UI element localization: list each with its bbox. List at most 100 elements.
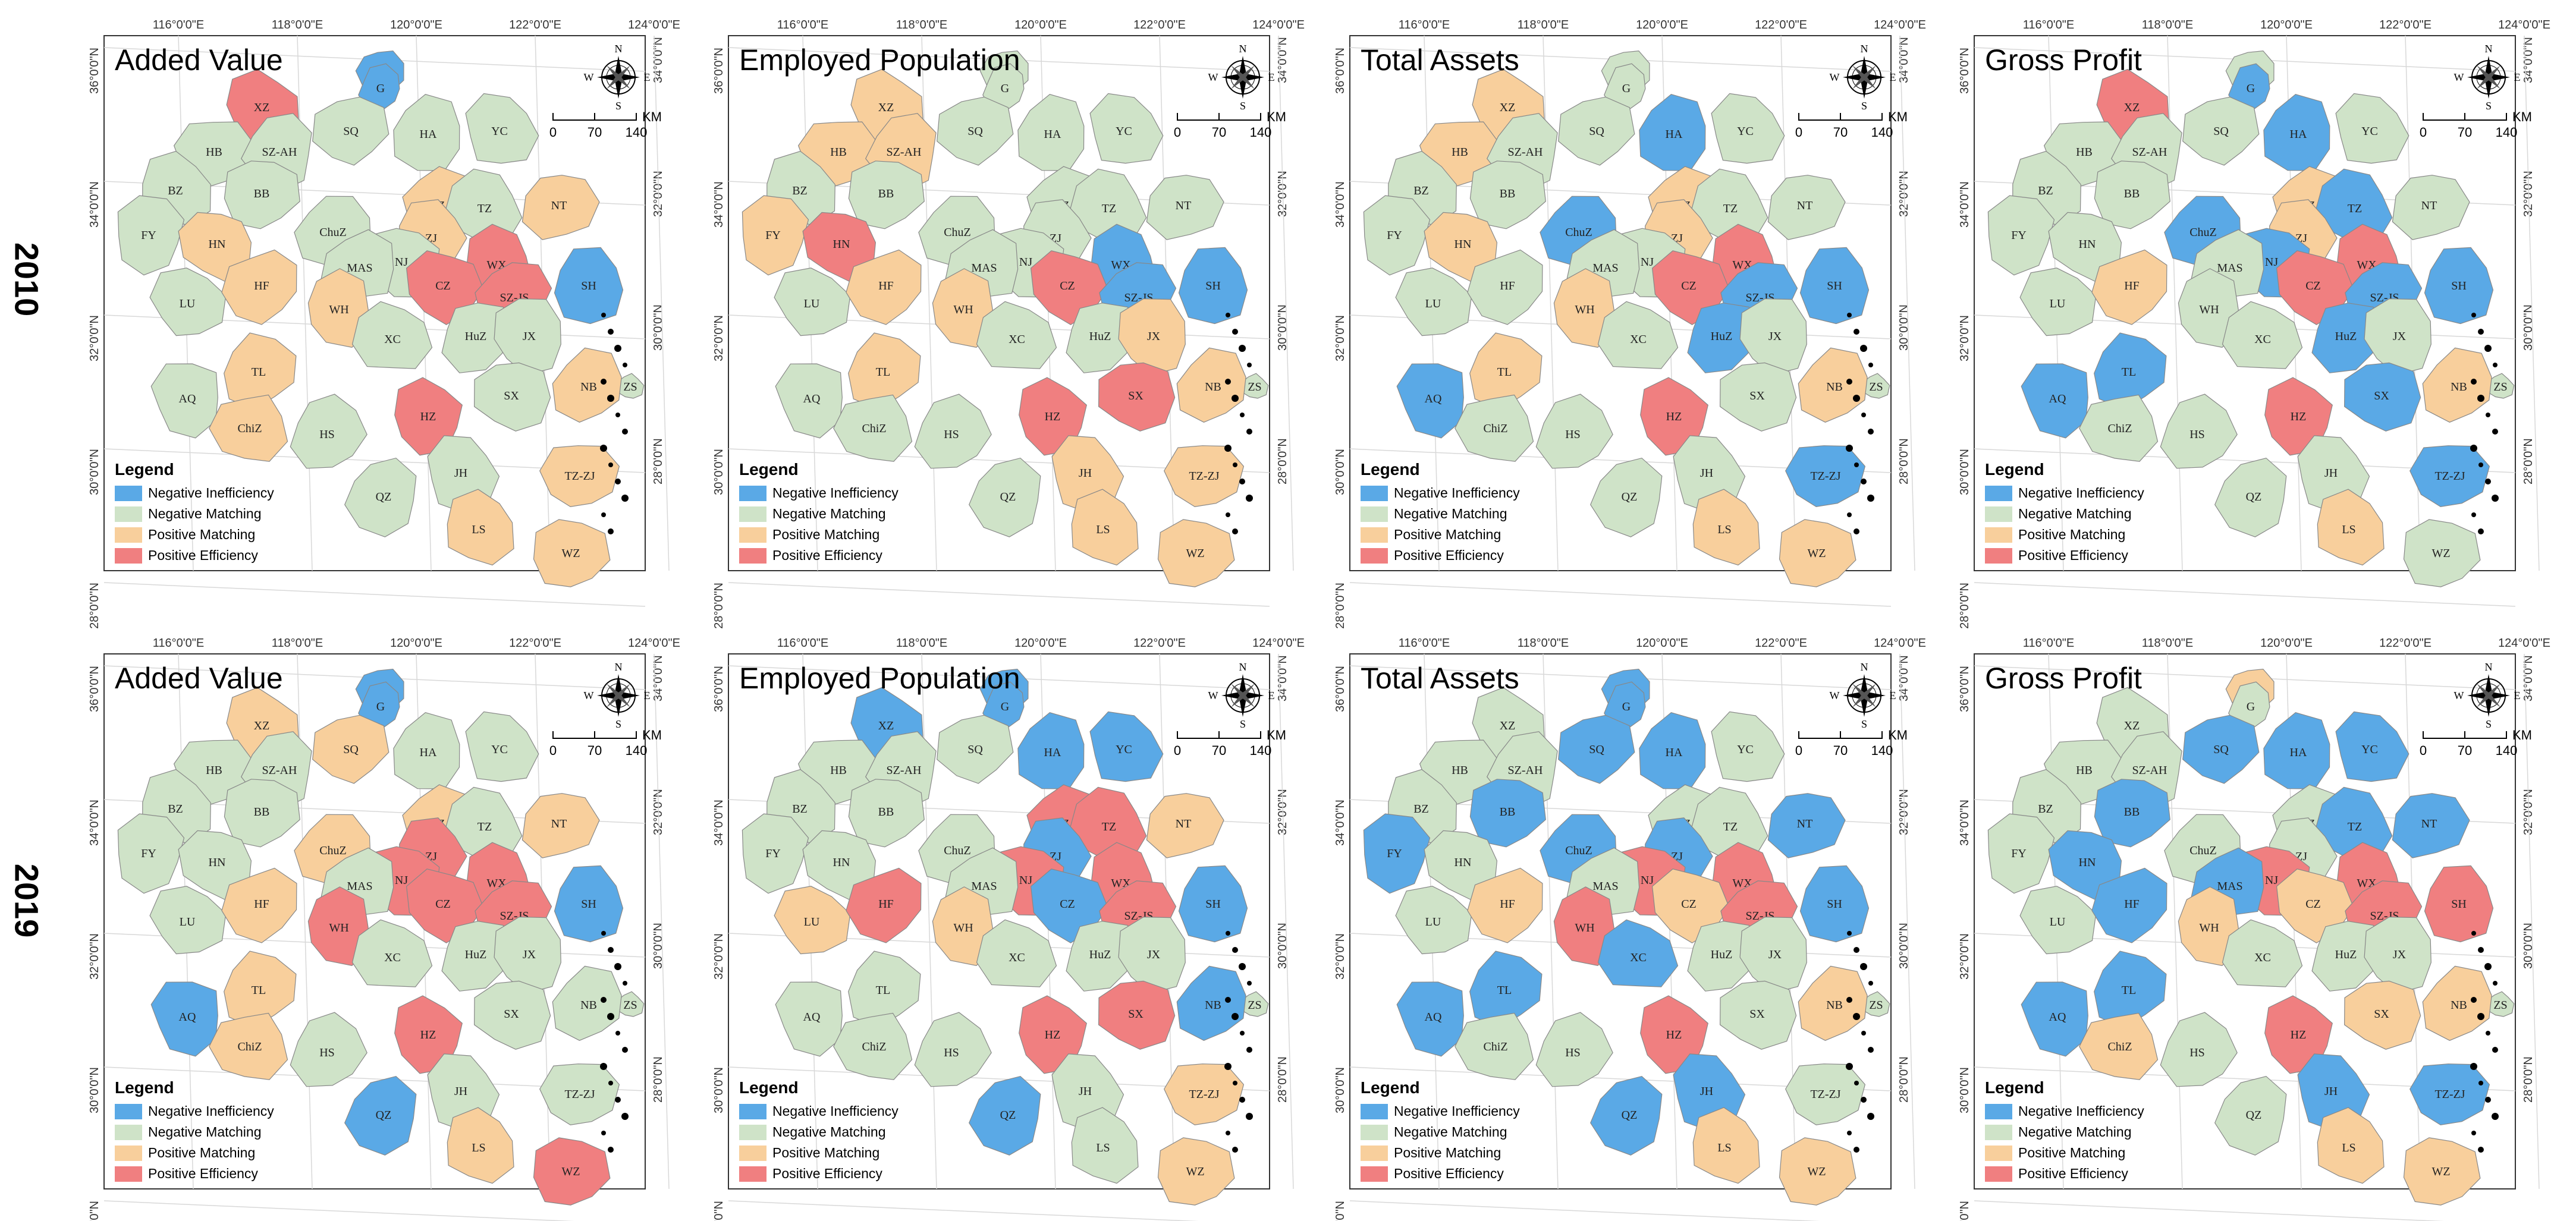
legend-label: Positive Matching (772, 1145, 879, 1160)
legend-swatch (1361, 506, 1388, 522)
map-title: Gross Profit (1985, 43, 2142, 77)
region-label: LU (180, 297, 196, 310)
legend-label: Negative Matching (772, 506, 886, 521)
region-label: NJ (395, 874, 408, 887)
legend: Legend Negative Inefficiency Negative Matc… (1985, 1078, 2144, 1182)
region-label: WH (953, 921, 973, 934)
region-label: NT (1176, 199, 1192, 212)
region-label: HA (420, 746, 437, 759)
region-label: ChuZ (2189, 226, 2217, 239)
region-nt (1767, 793, 1846, 858)
latitude-tick-label: 36°0'0"N (712, 666, 725, 712)
region-chiz (833, 394, 913, 462)
region-aq (150, 363, 218, 439)
latitude-tick-label: 34°0'0"N (1958, 800, 1971, 846)
region-label: XZ (254, 101, 270, 114)
region-label: LU (180, 915, 196, 929)
region-label: MAS (971, 880, 997, 893)
latitude-tick-label: 34°0'0"N (2522, 655, 2535, 701)
region-label: HN (1455, 238, 1472, 251)
region-chiz (2079, 1012, 2159, 1080)
region-chiz (209, 1012, 288, 1080)
region-aq (775, 981, 843, 1057)
region-hn (1424, 212, 1498, 282)
map-panel: 116°0'0"E 118°0'0"E 120°0'0"E 122°0'0"E 124°… (1317, 9, 1927, 629)
island-shape (2478, 329, 2484, 335)
region-label: TL (1497, 984, 1512, 997)
region-hs (914, 1012, 992, 1087)
region-label: LS (1717, 523, 1731, 536)
region-tz-zj (539, 445, 620, 508)
region-label: SZ-AH (887, 764, 922, 777)
legend: Legend Negative Inefficiency Negative Matc… (739, 1078, 899, 1182)
legend-label: Positive Efficiency (1394, 547, 1504, 563)
legend: Legend Negative Inefficiency Negative Matc… (1985, 460, 2144, 564)
compass-letter: S (1240, 718, 1246, 730)
map-title: Added Value (115, 43, 283, 77)
region-label: JX (2393, 948, 2407, 961)
region-yc (1089, 711, 1164, 782)
region-xc (351, 919, 433, 987)
region-label: HZ (1045, 410, 1061, 423)
region-label: BB (2124, 187, 2140, 200)
island-shape (622, 1047, 628, 1053)
map-title: Employed Population (739, 43, 1020, 77)
legend-label: Positive Efficiency (148, 1166, 258, 1181)
region-label: HF (878, 279, 894, 292)
region-hs (1535, 1012, 1613, 1087)
island-shape (1868, 363, 1873, 367)
longitude-tick-label: 122°0'0"E (1133, 18, 1186, 32)
longitude-tick-label: 118°0'0"E (2142, 18, 2193, 32)
legend-label: Negative Matching (772, 1124, 886, 1140)
region-label: TZ-ZJ (1189, 470, 1219, 483)
legend: Legend Negative Inefficiency Negative Matc… (115, 1078, 274, 1182)
region-yc (465, 711, 539, 782)
region-label: G (1001, 700, 1009, 713)
latitude-tick-label: 32°0'0"N (712, 933, 725, 980)
region-label: LS (472, 1141, 485, 1154)
region-ls (447, 489, 514, 566)
region-tz-zj (1164, 1063, 1245, 1126)
island-shape (1861, 413, 1866, 417)
region-label: SH (2451, 279, 2467, 292)
region-label: ChuZ (944, 844, 971, 857)
region-ha (1639, 94, 1706, 171)
region-ha (393, 94, 460, 171)
legend-swatch (739, 486, 766, 501)
legend-title: Legend (115, 1078, 174, 1097)
region-label: SZ-AH (887, 146, 922, 159)
longitude-tick-label: 120°0'0"E (1014, 637, 1067, 650)
region-label: SH (1205, 898, 1221, 911)
legend: Legend Negative Inefficiency Negative Matc… (739, 460, 899, 564)
island-shape (608, 528, 614, 534)
region-sh (554, 865, 624, 943)
island-shape (1246, 1047, 1252, 1053)
island-shape (2478, 1081, 2483, 1085)
compass-letter: E (1268, 71, 1275, 83)
region-label: MAS (1592, 262, 1618, 275)
region-label: HZ (420, 1028, 436, 1041)
longitude-tick-label: 116°0'0"E (153, 18, 204, 32)
region-label: WZ (1186, 547, 1204, 560)
compass-icon: N S E W (1208, 43, 1275, 112)
region-sq (312, 715, 389, 784)
region-label: ZS (2493, 999, 2507, 1012)
region-label: HuZ (1089, 948, 1111, 961)
region-label: JH (1700, 467, 1713, 480)
region-label: BB (1500, 187, 1516, 200)
island-shape (1233, 1081, 1237, 1085)
region-label: HA (1044, 128, 1061, 141)
legend: Legend Negative Inefficiency Negative Matc… (1361, 1078, 1520, 1182)
region-label: ZS (1248, 380, 1261, 394)
region-lu (774, 268, 851, 336)
region-label: SH (2451, 898, 2467, 911)
region-qz (344, 457, 417, 537)
scale-unit: KM (1267, 109, 1286, 124)
scale-unit: KM (1267, 728, 1286, 742)
region-label: TL (2122, 984, 2136, 997)
region-label: WH (2199, 921, 2219, 934)
region-lu (1395, 268, 1472, 336)
latitude-tick-label: 32°0'0"N (1334, 315, 1347, 361)
region-aq (1396, 981, 1464, 1057)
